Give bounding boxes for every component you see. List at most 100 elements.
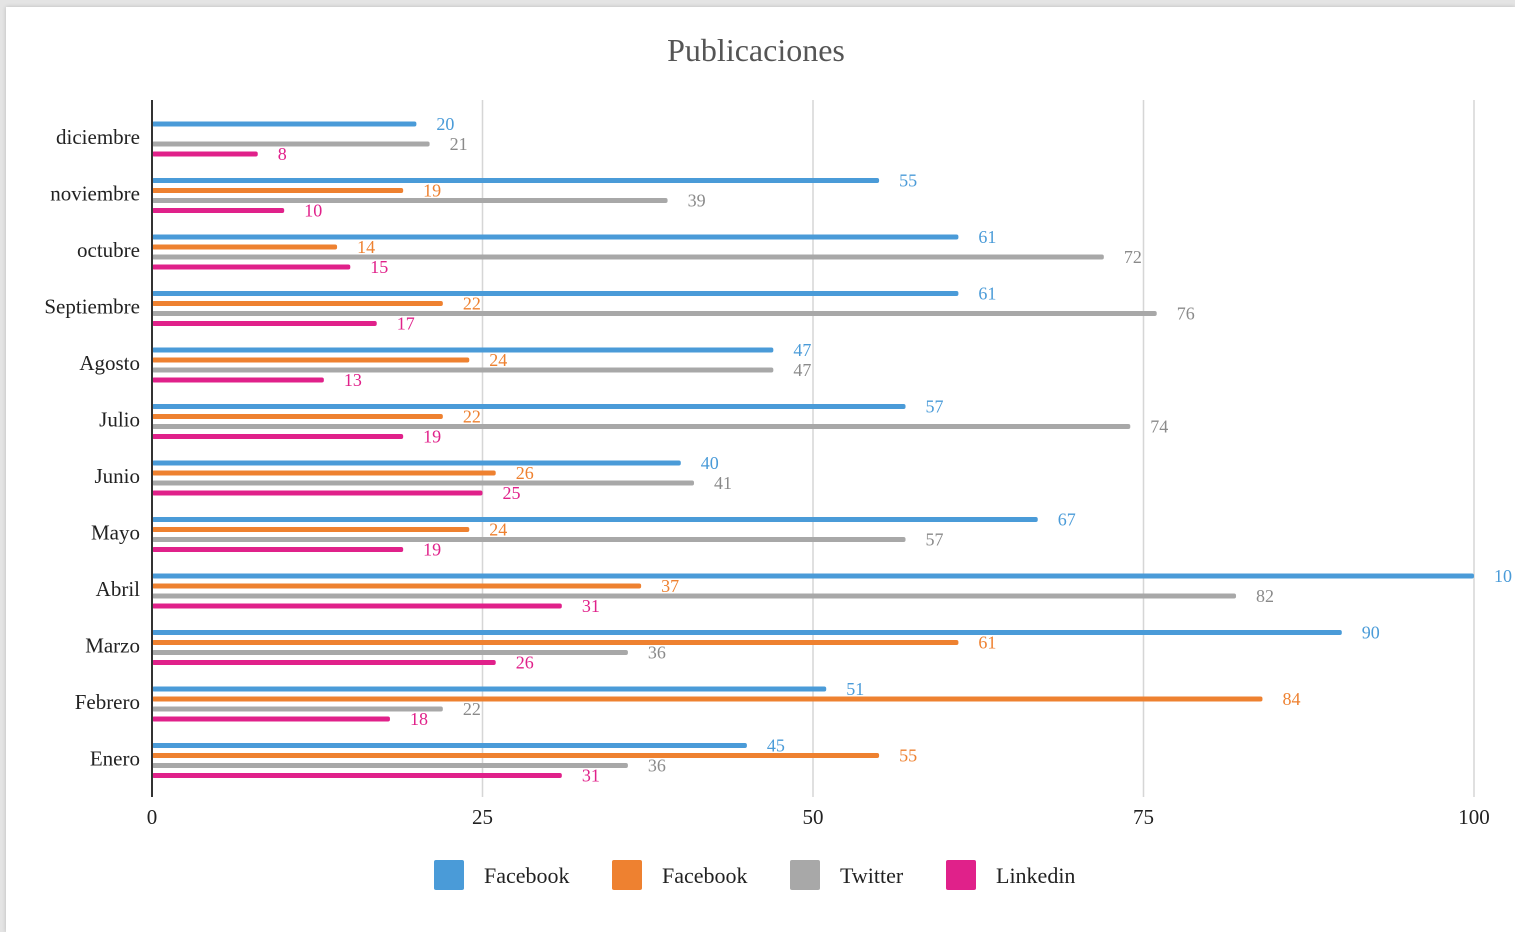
bar bbox=[152, 603, 562, 609]
bar bbox=[152, 404, 906, 409]
bar bbox=[152, 234, 959, 240]
bar bbox=[152, 301, 443, 306]
data-label: 10 bbox=[1494, 566, 1512, 586]
bar bbox=[152, 357, 470, 363]
legend-label: Linkedin bbox=[996, 863, 1075, 888]
data-label: 61 bbox=[978, 633, 996, 653]
data-label: 57 bbox=[926, 397, 944, 417]
category-label: Abril bbox=[96, 577, 140, 601]
data-label: 72 bbox=[1124, 247, 1142, 267]
category-label: Enero bbox=[90, 747, 140, 771]
data-label: 61 bbox=[978, 284, 996, 304]
data-label: 31 bbox=[582, 596, 600, 616]
x-tick-label: 0 bbox=[147, 805, 158, 829]
data-label: 31 bbox=[582, 766, 600, 786]
bar bbox=[152, 198, 668, 203]
bar bbox=[152, 208, 285, 213]
data-label: 41 bbox=[714, 473, 732, 493]
bar bbox=[152, 773, 562, 778]
data-label: 19 bbox=[423, 427, 441, 447]
category-label: diciembre bbox=[56, 125, 140, 149]
data-label: 82 bbox=[1256, 586, 1274, 606]
bar bbox=[152, 650, 628, 655]
bar bbox=[152, 480, 695, 486]
data-label: 20 bbox=[436, 114, 454, 134]
data-label: 13 bbox=[344, 370, 362, 390]
data-label: 8 bbox=[278, 144, 287, 164]
x-axis-ticks: 0 25 50 75 100 bbox=[147, 805, 1490, 829]
bar bbox=[152, 763, 628, 768]
bar bbox=[152, 527, 470, 532]
data-label: 17 bbox=[397, 314, 415, 334]
bar bbox=[152, 377, 324, 383]
data-label: 24 bbox=[489, 350, 507, 370]
data-label: 55 bbox=[899, 746, 917, 766]
data-label: 47 bbox=[793, 360, 811, 380]
bar bbox=[152, 583, 642, 589]
bar bbox=[152, 686, 827, 692]
data-label: 61 bbox=[978, 227, 996, 247]
category-label: Marzo bbox=[85, 634, 140, 658]
legend-label: Twitter bbox=[840, 863, 904, 888]
legend-swatch bbox=[612, 860, 642, 890]
bar bbox=[152, 537, 906, 542]
category-label: Julio bbox=[99, 408, 140, 432]
data-label: 22 bbox=[463, 294, 481, 314]
bar bbox=[152, 178, 880, 183]
bar bbox=[152, 321, 377, 326]
data-label: 74 bbox=[1150, 417, 1168, 437]
category-labels: diciembre noviembre octubre Septiembre Agost… bbox=[44, 125, 140, 771]
x-tick-label: 75 bbox=[1133, 805, 1154, 829]
bar bbox=[152, 264, 351, 270]
data-label: 47 bbox=[793, 340, 811, 360]
bar bbox=[152, 244, 338, 250]
bar bbox=[152, 630, 1342, 635]
data-label: 14 bbox=[357, 237, 375, 257]
bar bbox=[152, 291, 959, 296]
data-label: 22 bbox=[463, 699, 481, 719]
category-label: Mayo bbox=[91, 521, 140, 545]
bar bbox=[152, 347, 774, 353]
data-label: 10 bbox=[304, 201, 322, 221]
bar bbox=[152, 311, 1157, 316]
x-tick-label: 100 bbox=[1458, 805, 1490, 829]
category-label: Junio bbox=[94, 464, 140, 488]
bar bbox=[152, 573, 1474, 579]
bar bbox=[152, 490, 483, 496]
data-label: 51 bbox=[846, 679, 864, 699]
data-label: 40 bbox=[701, 453, 719, 473]
legend-swatch bbox=[434, 860, 464, 890]
bar bbox=[152, 470, 496, 476]
data-label: 19 bbox=[423, 540, 441, 560]
bar bbox=[152, 414, 443, 419]
bar bbox=[152, 547, 404, 552]
bar bbox=[152, 141, 430, 147]
bar bbox=[152, 743, 747, 748]
category-label: Febrero bbox=[75, 690, 140, 714]
data-label: 90 bbox=[1362, 623, 1380, 643]
bar bbox=[152, 660, 496, 665]
x-tick-label: 25 bbox=[472, 805, 493, 829]
bar bbox=[152, 593, 1237, 599]
bar bbox=[152, 254, 1104, 260]
legend: Facebook Facebook Twitter Linkedin bbox=[434, 860, 1075, 890]
data-label: 39 bbox=[688, 191, 706, 211]
bar bbox=[152, 696, 1263, 702]
data-label: 15 bbox=[370, 257, 388, 277]
data-label: 24 bbox=[489, 520, 507, 540]
bars bbox=[152, 121, 1474, 778]
legend-label: Facebook bbox=[484, 863, 570, 888]
legend-swatch bbox=[790, 860, 820, 890]
gridlines bbox=[481, 100, 1475, 797]
legend-label: Facebook bbox=[662, 863, 748, 888]
bar bbox=[152, 434, 404, 439]
category-label: noviembre bbox=[50, 182, 140, 206]
data-label: 57 bbox=[926, 530, 944, 550]
data-label: 22 bbox=[463, 407, 481, 427]
data-label: 26 bbox=[516, 653, 534, 673]
category-label: Septiembre bbox=[44, 295, 140, 319]
chart-card: Publicaciones 20 21 8 55 19 39 10 61 14 72 15 61 22 7… bbox=[6, 7, 1515, 932]
data-label: 36 bbox=[648, 643, 666, 663]
